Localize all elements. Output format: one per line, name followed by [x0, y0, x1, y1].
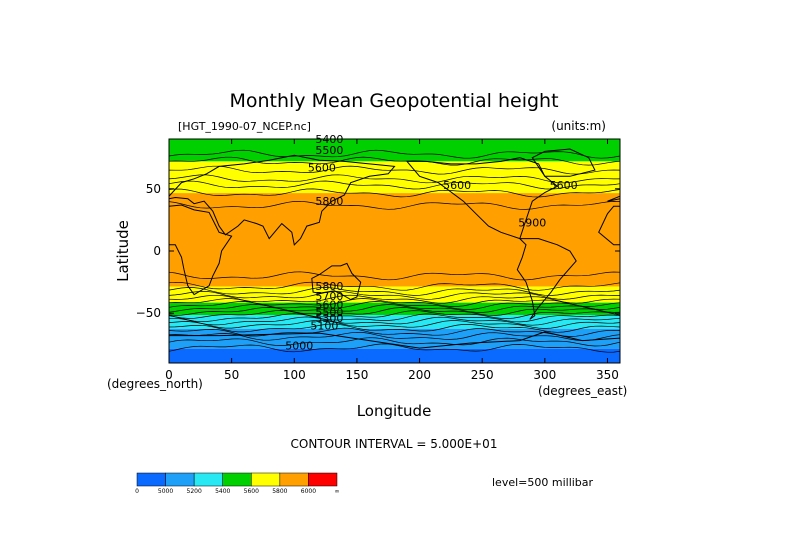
- legend-boundary-label: 5800: [272, 488, 287, 495]
- x-tick-label: 200: [408, 368, 431, 382]
- x-tick-label: 150: [345, 368, 368, 382]
- coastline: [516, 238, 577, 320]
- contour-line: [169, 290, 620, 300]
- coastline: [619, 335, 620, 363]
- contour-label: 5700: [315, 290, 343, 303]
- contour-label: 5800: [315, 280, 343, 293]
- legend-swatch: [193, 472, 223, 487]
- x-axis-label: Longitude: [357, 402, 432, 420]
- legend-boundary-label: 5000: [158, 488, 173, 495]
- contour-line: [169, 188, 620, 198]
- legend-swatch: [165, 472, 195, 487]
- y-axis-ticks: 50 0 −50: [136, 182, 620, 320]
- chart-title: Monthly Mean Geopotential height: [229, 90, 558, 112]
- legend-boundary-label: 6000: [301, 488, 316, 495]
- contour-line: [169, 343, 620, 353]
- contour-line: [169, 149, 620, 159]
- contour-line: [169, 319, 620, 329]
- contour-line: [169, 307, 620, 316]
- coastline: [169, 204, 233, 296]
- coastline: [169, 154, 396, 246]
- contour-line: [169, 174, 620, 184]
- y-tick-label: 50: [146, 182, 161, 196]
- y-axis-label: Latitude: [114, 220, 132, 282]
- contour-line: [169, 271, 620, 281]
- legend-boundary-label: 0: [135, 488, 139, 495]
- source-file-label: [HGT_1990-07_NCEP.nc]: [178, 120, 311, 133]
- contour-line: [169, 165, 620, 175]
- x-tick-label: 250: [471, 368, 494, 382]
- color-band: [169, 348, 620, 363]
- contour-line: [169, 310, 620, 319]
- contour-label: 5900: [518, 216, 546, 229]
- legend-swatch: [308, 472, 338, 487]
- coastline: [405, 157, 559, 240]
- contour-line: [169, 200, 620, 210]
- coastline: [763, 263, 789, 299]
- color-band: [169, 193, 620, 287]
- legend-boundary-label: 5600: [244, 488, 259, 495]
- color-scale-legend: 0 5000 5200 5400 5600 5800 6000 ∞: [135, 472, 340, 495]
- legend-boundary-label: 5200: [187, 488, 202, 495]
- legend-swatch: [136, 472, 166, 487]
- contour-line: [169, 281, 620, 291]
- contour-label: 5600: [308, 162, 336, 175]
- legend-boundary-label: ∞: [335, 488, 340, 495]
- contour-label: 5500: [315, 306, 343, 319]
- level-label: level=500 millibar: [492, 476, 594, 489]
- legend-swatch: [222, 472, 252, 487]
- contour-label: 5300: [315, 312, 343, 325]
- y-tick-label: 0: [153, 244, 161, 258]
- contour-label: 5600: [550, 179, 578, 192]
- x-tick-label: 50: [224, 368, 239, 382]
- x-tick-label: 100: [283, 368, 306, 382]
- contour-label: 5600: [443, 179, 471, 192]
- contour-label: 5600: [315, 299, 343, 312]
- legend-swatch: [251, 472, 281, 487]
- contour-label: 5100: [310, 320, 338, 333]
- x-tick-label: 300: [533, 368, 556, 382]
- color-band: [169, 139, 620, 162]
- x-tick-label: 350: [596, 368, 619, 382]
- legend-boundary-label: 5400: [215, 488, 230, 495]
- contour-label: 5000: [285, 340, 313, 353]
- contour-line: [169, 156, 620, 166]
- contour-line: [169, 331, 620, 341]
- coastline: [311, 262, 362, 301]
- coastline: [169, 331, 620, 363]
- contour-line: [169, 337, 620, 347]
- coastline: [81, 149, 144, 176]
- coastline: [0, 158, 106, 239]
- coastline: [169, 337, 170, 363]
- contour-line: [169, 287, 620, 296]
- y-units-label: (degrees_north): [107, 377, 203, 391]
- coastline: [598, 205, 620, 246]
- coastline: [607, 195, 620, 202]
- contour-line: [169, 180, 620, 190]
- contour-label: 5500: [315, 144, 343, 157]
- coastline: [531, 148, 596, 177]
- x-units-label: (degrees_east): [538, 384, 627, 398]
- color-band: [169, 286, 620, 303]
- contour-line: [169, 316, 620, 326]
- contour-lines: [169, 149, 620, 353]
- contour-line: [169, 301, 620, 310]
- units-label: (units:m): [551, 119, 606, 133]
- contour-line: [169, 304, 620, 313]
- color-band: [169, 302, 620, 316]
- x-axis-ticks: 0 50 100 150 200 250 300 350: [165, 139, 619, 382]
- contour-interval-label: CONTOUR INTERVAL = 5.000E+01: [291, 437, 498, 451]
- contour-line: [169, 294, 620, 304]
- coastline-outlines: [0, 148, 789, 363]
- contour-line: [169, 313, 620, 323]
- legend-swatch: [279, 472, 309, 487]
- contour-line: [169, 323, 620, 333]
- contour-label: 5800: [315, 195, 343, 208]
- x-tick-label: 0: [165, 368, 173, 382]
- y-tick-label: −50: [136, 306, 161, 320]
